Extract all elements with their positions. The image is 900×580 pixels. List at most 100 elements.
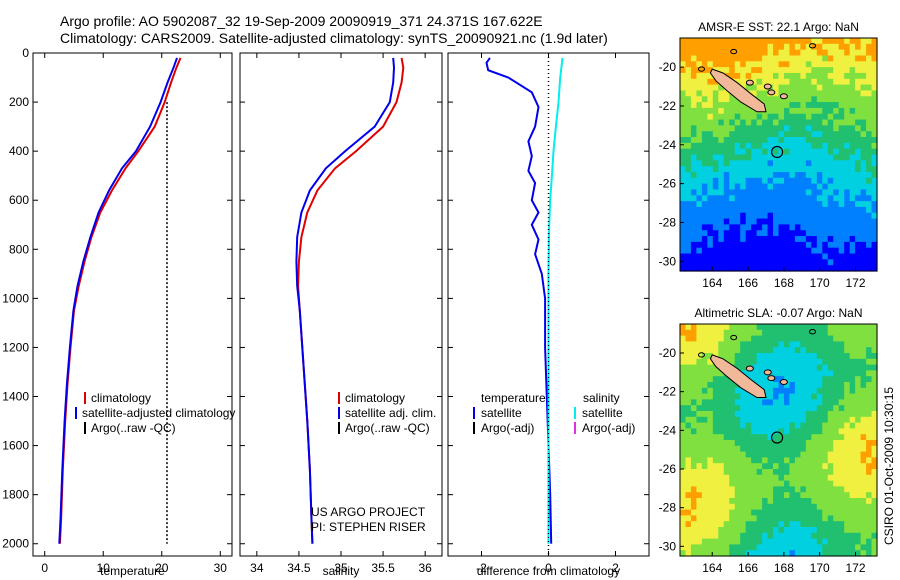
map-cell — [707, 84, 714, 92]
map-cell — [805, 353, 812, 360]
map-cell — [822, 451, 829, 458]
map-cell — [680, 38, 687, 45]
series-line — [295, 57, 396, 544]
map-cell — [773, 474, 780, 482]
map-cell — [740, 498, 747, 505]
map-cell — [690, 416, 698, 424]
map-cell — [871, 189, 878, 196]
map-cell — [844, 154, 851, 161]
map-cell — [751, 486, 758, 493]
map-cell — [751, 55, 758, 62]
map-cell — [729, 509, 736, 516]
map-cell — [838, 376, 845, 383]
map-cell — [827, 405, 834, 412]
map-cell — [866, 532, 873, 540]
map-cell — [696, 125, 703, 132]
map-cell — [751, 434, 758, 441]
map-cell — [833, 399, 840, 406]
map-cell — [701, 341, 708, 348]
map-cell — [707, 474, 714, 482]
map-cell — [794, 72, 801, 80]
map-cell — [778, 463, 785, 470]
map-cell — [751, 148, 758, 156]
map-cell — [827, 230, 834, 237]
map-cell — [734, 61, 741, 68]
map-cell — [822, 341, 829, 348]
map-cell — [751, 527, 758, 534]
map-cell — [745, 160, 752, 167]
map-cell — [816, 224, 823, 231]
map-cell — [833, 550, 840, 557]
map-cell — [871, 382, 878, 389]
map-cell — [855, 532, 862, 540]
map-cell — [740, 492, 747, 499]
map-cell — [866, 428, 873, 435]
map-cell — [696, 364, 703, 371]
map-cell — [767, 125, 774, 132]
map-cell — [783, 259, 791, 266]
map-cell — [849, 241, 856, 249]
map-cell — [866, 335, 873, 342]
map-cell — [740, 469, 747, 476]
map-cell — [690, 364, 698, 371]
map-cell — [685, 206, 692, 214]
map-cell — [729, 422, 736, 429]
map-cell — [800, 102, 807, 109]
map-cell — [827, 183, 834, 191]
map-cell — [685, 236, 692, 243]
map-cell — [751, 329, 758, 337]
map-cell — [690, 457, 698, 464]
map-cell — [773, 107, 780, 115]
map-cell — [849, 527, 856, 534]
map-cell — [838, 166, 845, 173]
map-cell — [701, 102, 708, 109]
map-cell — [680, 382, 687, 389]
map-cell — [783, 55, 791, 62]
map-cell — [707, 55, 714, 62]
map-cell — [707, 347, 714, 354]
map-cell — [685, 177, 692, 185]
map-cell — [762, 532, 769, 540]
map-cell — [756, 474, 763, 482]
map-cell — [745, 224, 752, 231]
map-cell — [816, 43, 823, 51]
map-cell — [833, 148, 840, 156]
map-cell — [680, 107, 687, 115]
map-cell — [685, 96, 692, 103]
map-cell — [789, 405, 796, 412]
map-cell — [860, 532, 867, 540]
map-cell — [866, 96, 873, 103]
map-cell — [783, 538, 791, 545]
map-cell — [849, 247, 856, 255]
map-cell — [871, 480, 878, 487]
map-cell — [871, 259, 878, 266]
map-cell — [849, 84, 856, 92]
map-cell — [849, 544, 856, 551]
map-cell — [783, 125, 791, 132]
map-cell — [701, 521, 708, 528]
map-cell — [707, 259, 714, 266]
map-cell — [680, 148, 687, 156]
map-cell — [860, 113, 867, 121]
map-cell — [827, 347, 834, 354]
map-cell — [723, 241, 730, 249]
map-cell — [723, 90, 730, 97]
map-cell — [794, 503, 801, 511]
map-cell — [794, 341, 801, 348]
map-cell — [690, 201, 698, 208]
map-cell — [844, 387, 851, 395]
map-cell — [712, 49, 719, 57]
map-cell — [680, 480, 687, 487]
map-cell — [685, 137, 692, 144]
map-cell — [767, 78, 774, 86]
map-cell — [685, 218, 692, 225]
map-cell — [811, 370, 818, 377]
map-cell — [794, 434, 801, 441]
map-cell — [773, 416, 780, 424]
map-cell — [783, 177, 791, 185]
map-cell — [838, 405, 845, 412]
map-cell — [833, 247, 840, 255]
map-cell — [811, 49, 818, 57]
map-cell — [696, 78, 703, 86]
legend-label: satellite — [481, 406, 522, 420]
